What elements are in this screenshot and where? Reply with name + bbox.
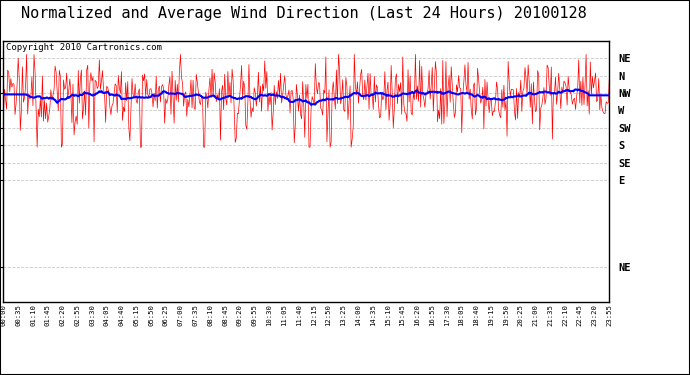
Text: 22:45: 22:45 — [577, 304, 583, 326]
Text: 20:25: 20:25 — [518, 304, 524, 326]
Text: 14:35: 14:35 — [370, 304, 376, 326]
Text: 19:50: 19:50 — [503, 304, 509, 326]
Text: Normalized and Average Wind Direction (Last 24 Hours) 20100128: Normalized and Average Wind Direction (L… — [21, 6, 586, 21]
Text: 17:30: 17:30 — [444, 304, 450, 326]
Text: 06:25: 06:25 — [163, 304, 169, 326]
Text: 02:20: 02:20 — [59, 304, 66, 326]
Text: Copyright 2010 Cartronics.com: Copyright 2010 Cartronics.com — [6, 42, 162, 51]
Text: 07:35: 07:35 — [193, 304, 199, 326]
Text: 14:00: 14:00 — [355, 304, 361, 326]
Text: 08:10: 08:10 — [207, 304, 213, 326]
Text: 12:15: 12:15 — [310, 304, 317, 326]
Text: 18:40: 18:40 — [473, 304, 480, 326]
Text: 11:05: 11:05 — [282, 304, 287, 326]
Text: 05:15: 05:15 — [133, 304, 139, 326]
Text: 21:00: 21:00 — [533, 304, 538, 326]
Text: 01:45: 01:45 — [45, 304, 51, 326]
Text: 23:55: 23:55 — [607, 304, 612, 326]
Text: 08:45: 08:45 — [222, 304, 228, 326]
Text: 16:20: 16:20 — [414, 304, 420, 326]
Text: 07:00: 07:00 — [178, 304, 184, 326]
Text: 05:50: 05:50 — [148, 304, 154, 326]
Text: 19:15: 19:15 — [488, 304, 494, 326]
Text: 00:00: 00:00 — [1, 304, 6, 326]
Text: 12:50: 12:50 — [326, 304, 331, 326]
Text: 04:05: 04:05 — [104, 304, 110, 326]
Text: 16:55: 16:55 — [429, 304, 435, 326]
Text: 15:10: 15:10 — [384, 304, 391, 326]
Text: 00:35: 00:35 — [15, 304, 21, 326]
Text: 01:10: 01:10 — [30, 304, 36, 326]
Text: 04:40: 04:40 — [119, 304, 125, 326]
Text: 09:55: 09:55 — [252, 304, 257, 326]
Text: 11:40: 11:40 — [296, 304, 302, 326]
Text: 15:45: 15:45 — [400, 304, 406, 326]
Text: 03:30: 03:30 — [89, 304, 95, 326]
Text: 18:05: 18:05 — [459, 304, 464, 326]
Text: 13:25: 13:25 — [340, 304, 346, 326]
Text: 22:10: 22:10 — [562, 304, 568, 326]
Text: 23:20: 23:20 — [591, 304, 598, 326]
Text: 21:35: 21:35 — [547, 304, 553, 326]
Text: 10:30: 10:30 — [266, 304, 273, 326]
Text: 09:20: 09:20 — [237, 304, 243, 326]
Text: 02:55: 02:55 — [75, 304, 80, 326]
